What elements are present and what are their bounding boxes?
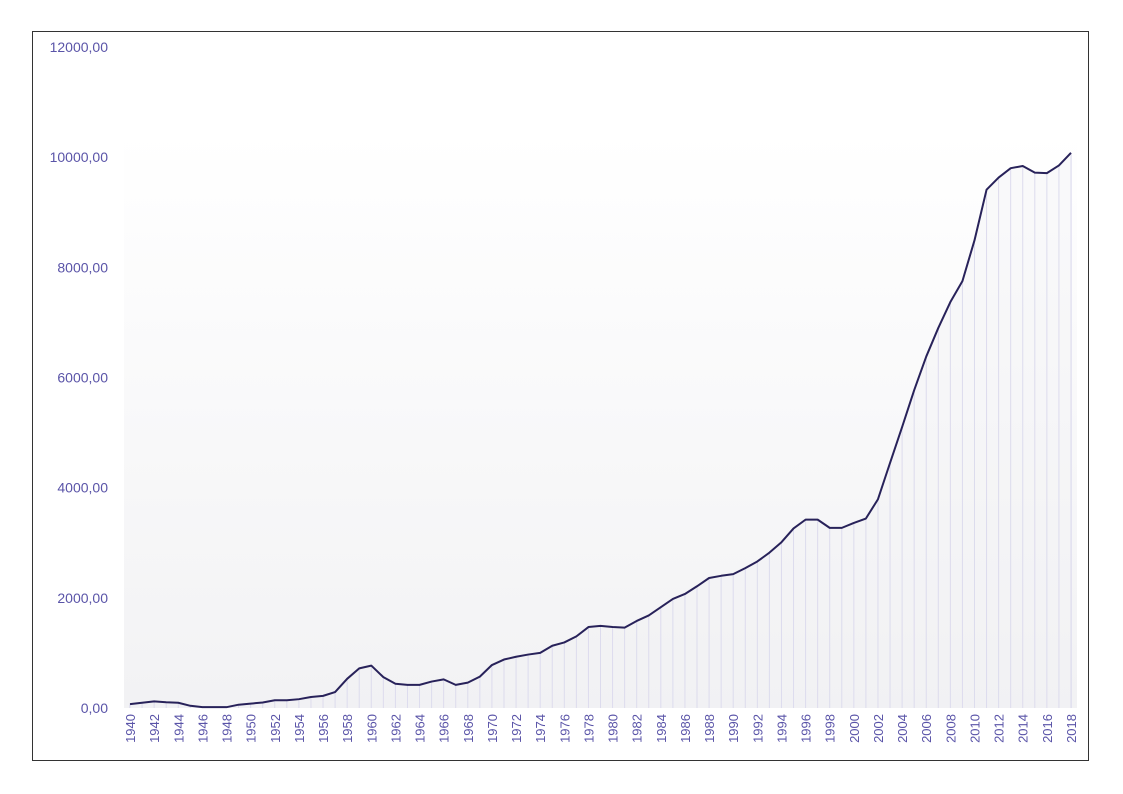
x-tick-label: 1950 bbox=[244, 714, 259, 743]
x-tick-label: 1946 bbox=[195, 714, 210, 743]
x-tick-label: 2002 bbox=[871, 714, 886, 743]
x-tick-label: 2000 bbox=[847, 714, 862, 743]
x-tick-label: 1942 bbox=[147, 714, 162, 743]
x-tick-label: 1962 bbox=[388, 714, 403, 743]
x-tick-label: 1968 bbox=[461, 714, 476, 743]
x-tick-label: 1976 bbox=[557, 714, 572, 743]
y-tick-label: 2000,00 bbox=[57, 590, 108, 606]
x-tick-label: 2016 bbox=[1040, 714, 1055, 743]
y-tick-label: 6000,00 bbox=[57, 370, 108, 386]
y-tick-label: 4000,00 bbox=[57, 480, 108, 496]
y-tick-label: 0,00 bbox=[81, 700, 108, 716]
x-tick-label: 1956 bbox=[316, 714, 331, 743]
series-area bbox=[130, 152, 1071, 708]
x-tick-label: 1952 bbox=[268, 714, 283, 743]
x-tick-label: 1988 bbox=[702, 714, 717, 743]
plot-background bbox=[124, 132, 1077, 708]
y-tick-label: 10000,00 bbox=[50, 149, 109, 165]
y-tick-label: 8000,00 bbox=[57, 259, 108, 275]
x-tick-label: 2008 bbox=[943, 714, 958, 743]
x-tick-label: 1966 bbox=[437, 714, 452, 743]
x-tick-label: 2010 bbox=[967, 714, 982, 743]
x-tick-label: 1978 bbox=[581, 714, 596, 743]
x-tick-label: 1940 bbox=[123, 714, 138, 743]
x-tick-label: 2014 bbox=[1016, 714, 1031, 743]
x-tick-label: 1974 bbox=[533, 714, 548, 743]
x-tick-label: 1944 bbox=[171, 714, 186, 743]
x-tick-label: 1984 bbox=[654, 714, 669, 743]
y-tick-label: 12000,00 bbox=[50, 39, 109, 55]
x-tick-label: 1960 bbox=[364, 714, 379, 743]
x-tick-label: 2004 bbox=[895, 714, 910, 743]
x-tick-label: 1958 bbox=[340, 714, 355, 743]
series-line bbox=[129, 152, 1072, 709]
x-tick-label: 2012 bbox=[992, 714, 1007, 743]
x-tick-label: 1948 bbox=[220, 714, 235, 743]
x-tick-label: 1970 bbox=[485, 714, 500, 743]
x-tick-label: 1994 bbox=[774, 714, 789, 743]
x-tick-label: 2006 bbox=[919, 714, 934, 743]
x-tick-label: 1972 bbox=[509, 714, 524, 743]
x-tick-label: 1954 bbox=[292, 714, 307, 743]
x-tick-label: 1998 bbox=[823, 714, 838, 743]
x-tick-label: 2018 bbox=[1064, 714, 1079, 743]
x-tick-label: 1964 bbox=[413, 714, 428, 743]
x-tick-label: 1996 bbox=[799, 714, 814, 743]
x-tick-label: 1980 bbox=[606, 714, 621, 743]
x-tick-label: 1982 bbox=[630, 714, 645, 743]
chart-frame: 0,00 2000,00 4000,00 6000,00 8000,00 10000,00… bbox=[32, 31, 1089, 761]
x-tick-label: 1992 bbox=[750, 714, 765, 743]
line-area-chart: 0,00 2000,00 4000,00 6000,00 8000,00 10000,00… bbox=[50, 39, 1079, 743]
x-tick-label: 1990 bbox=[726, 714, 741, 743]
x-tick-label: 1986 bbox=[678, 714, 693, 743]
